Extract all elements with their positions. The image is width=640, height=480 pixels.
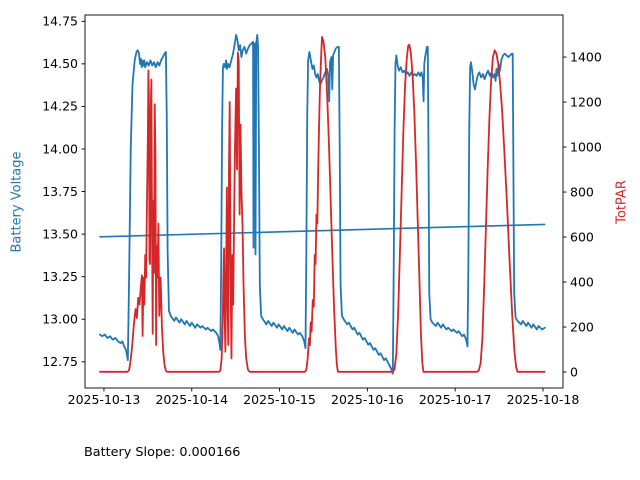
left-tick-label: 13.75 — [42, 184, 78, 199]
right-tick-label: 200 — [570, 319, 594, 334]
left-tick-label: 14.00 — [42, 141, 78, 156]
right-tick-label: 1000 — [570, 139, 602, 154]
right-tick-label: 800 — [570, 184, 594, 199]
series-lines — [99, 34, 546, 375]
right-tick-label: 1400 — [570, 49, 602, 64]
stats-annotations: Battery Slope: 0.000166 Battery Min: 12.… — [84, 414, 359, 480]
series-totpar — [99, 36, 546, 373]
axes-frame — [84, 14, 564, 389]
x-tick-label: 2025-10-15 — [243, 392, 316, 407]
left-tick-label: 13.00 — [42, 312, 78, 327]
right-axis-label: TotPAR — [614, 180, 630, 224]
x-tick-label: 2025-10-13 — [68, 392, 141, 407]
x-tick-label: 2025-10-14 — [155, 392, 228, 407]
left-axis-label: Battery Voltage — [9, 151, 25, 253]
x-axis-ticks: 2025-10-13 2025-10-14 2025-10-15 2025-10-16… — [68, 388, 580, 407]
left-tick-label: 14.50 — [42, 56, 78, 71]
left-tick-label: 13.25 — [42, 269, 78, 284]
series-battery_voltage — [99, 34, 546, 375]
right-tick-label: 0 — [570, 364, 578, 379]
series-battery_trend — [99, 223, 546, 238]
battery-slope-text: Battery Slope: 0.000166 — [84, 445, 241, 461]
left-tick-label: 13.50 — [42, 226, 78, 241]
right-axis-ticks: 0 200 400 600 800 1000 1200 1400 — [563, 49, 602, 379]
x-tick-label: 2025-10-18 — [507, 392, 580, 407]
left-tick-label: 14.75 — [42, 14, 78, 29]
left-axis-ticks: 12.75 13.00 13.25 13.50 13.75 14.00 14.25 14.50… — [42, 14, 85, 369]
x-tick-label: 2025-10-16 — [331, 392, 404, 407]
right-tick-label: 600 — [570, 229, 594, 244]
right-tick-label: 400 — [570, 274, 594, 289]
right-tick-label: 1200 — [570, 94, 602, 109]
left-tick-label: 14.25 — [42, 99, 78, 114]
left-tick-label: 12.75 — [42, 354, 78, 369]
x-tick-label: 2025-10-17 — [419, 392, 492, 407]
